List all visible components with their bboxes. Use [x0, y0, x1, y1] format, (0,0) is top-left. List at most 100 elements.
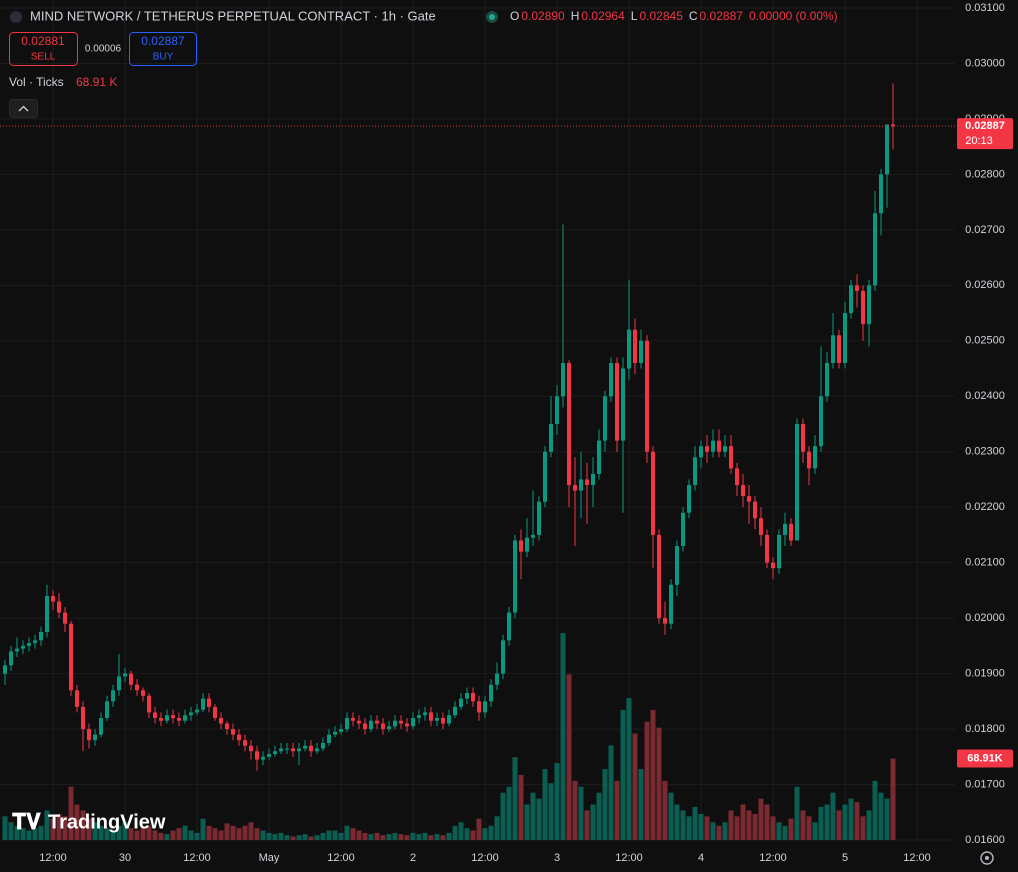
- overlay: MIND NETWORK / TETHERUS PERPETUAL CONTRA…: [9, 8, 994, 865]
- y-tick-label: 0.02400: [965, 390, 1005, 402]
- volume-bar: [746, 810, 752, 840]
- candle-body: [363, 723, 367, 730]
- buy-button[interactable]: [129, 32, 197, 66]
- volume-bar: [26, 830, 32, 840]
- volume-bar: [266, 832, 272, 840]
- candle-body: [555, 396, 559, 424]
- volume-bar: [14, 825, 20, 840]
- volume-bar: [518, 774, 524, 840]
- volume-bar: [566, 674, 572, 840]
- candle-body: [411, 717, 415, 727]
- candle-body: [699, 446, 703, 458]
- y-tick-label: 0.02200: [965, 501, 1005, 513]
- volume-bar: [686, 816, 692, 840]
- x-tick-label: 12:00: [759, 852, 787, 864]
- candle-body: [21, 645, 25, 649]
- volume-bar: [620, 709, 626, 840]
- candle-body: [225, 723, 229, 730]
- ohlc-key: O: [510, 9, 519, 23]
- settings-button[interactable]: [980, 851, 994, 865]
- candle-body: [819, 396, 823, 447]
- volume-bar: [380, 835, 386, 840]
- y-tick-label: 0.03000: [965, 57, 1005, 69]
- volume-bar: [74, 804, 80, 840]
- candle-body: [45, 595, 49, 632]
- volume-bar: [506, 786, 512, 840]
- volume-bar: [428, 835, 434, 840]
- volume-bar: [626, 698, 632, 840]
- volume-bar: [278, 832, 284, 840]
- candle-body: [687, 485, 691, 513]
- x-tick-label: 12:00: [183, 852, 211, 864]
- volume-bar: [62, 816, 68, 840]
- candle-body: [237, 734, 241, 741]
- volume-bar: [140, 828, 146, 840]
- volume-bar: [44, 810, 50, 840]
- volume-bar: [530, 792, 536, 840]
- candle-body: [495, 673, 499, 685]
- volume-bar: [536, 798, 542, 840]
- sell-button[interactable]: [9, 32, 78, 66]
- candle-body: [141, 690, 145, 696]
- volume-bar: [368, 834, 374, 840]
- volume-bar: [92, 822, 98, 840]
- volume-bar: [716, 825, 722, 840]
- candle-body: [453, 706, 457, 716]
- y-tick-label: 0.02000: [965, 612, 1005, 624]
- volume-bar: [356, 830, 362, 840]
- x-tick-label: 4: [698, 852, 704, 864]
- candle-body: [375, 720, 379, 724]
- volume-bar: [38, 825, 44, 840]
- candle-body: [339, 729, 343, 732]
- candle-body: [249, 745, 253, 752]
- collapse-button[interactable]: [9, 99, 38, 118]
- volume-bar: [386, 834, 392, 840]
- volume-bar: [788, 818, 794, 840]
- volume-bar: [584, 810, 590, 840]
- candle-body: [165, 715, 169, 721]
- candle-body: [813, 446, 817, 469]
- x-tick-label: 12:00: [615, 852, 643, 864]
- volume-bar: [698, 813, 704, 840]
- volume-bar: [56, 813, 62, 840]
- settings-icon: [985, 856, 989, 860]
- volume-bar: [104, 828, 110, 840]
- market-status-dot: [489, 14, 495, 20]
- candle-body: [867, 285, 871, 325]
- candle-body: [705, 446, 709, 452]
- volume-bar: [248, 822, 254, 840]
- volume-bar: [842, 804, 848, 840]
- candle-body: [873, 213, 877, 286]
- volume-bar: [884, 798, 890, 840]
- volume-bar: [602, 769, 608, 840]
- volume-bar: [818, 806, 824, 840]
- volume-bar: [860, 816, 866, 840]
- volume-bar: [398, 834, 404, 840]
- candle-body: [633, 329, 637, 363]
- candle-body: [435, 717, 439, 721]
- x-tick-label: 12:00: [327, 852, 355, 864]
- candle-body: [93, 734, 97, 741]
- volume-bar: [476, 818, 482, 840]
- candle-body: [771, 562, 775, 569]
- candle-body: [879, 174, 883, 214]
- candle-body: [711, 440, 715, 452]
- candle-body: [579, 479, 583, 491]
- candle-body: [783, 523, 787, 535]
- candle-body: [747, 496, 751, 502]
- volume-bar: [374, 832, 380, 840]
- y-tick-label: 0.01600: [965, 834, 1005, 846]
- volume-bar: [554, 763, 560, 840]
- volume-bar: [866, 810, 872, 840]
- candle-body: [261, 756, 265, 760]
- change: 0.00000 (0.00%): [749, 9, 838, 23]
- candle-body: [759, 518, 763, 535]
- volume-bar: [764, 804, 770, 840]
- volume-bar: [824, 804, 830, 840]
- volume-bar: [158, 832, 164, 840]
- volume-bar: [290, 836, 296, 840]
- candle-body: [543, 451, 547, 502]
- volume-bar: [500, 792, 506, 840]
- candle-body: [765, 534, 769, 563]
